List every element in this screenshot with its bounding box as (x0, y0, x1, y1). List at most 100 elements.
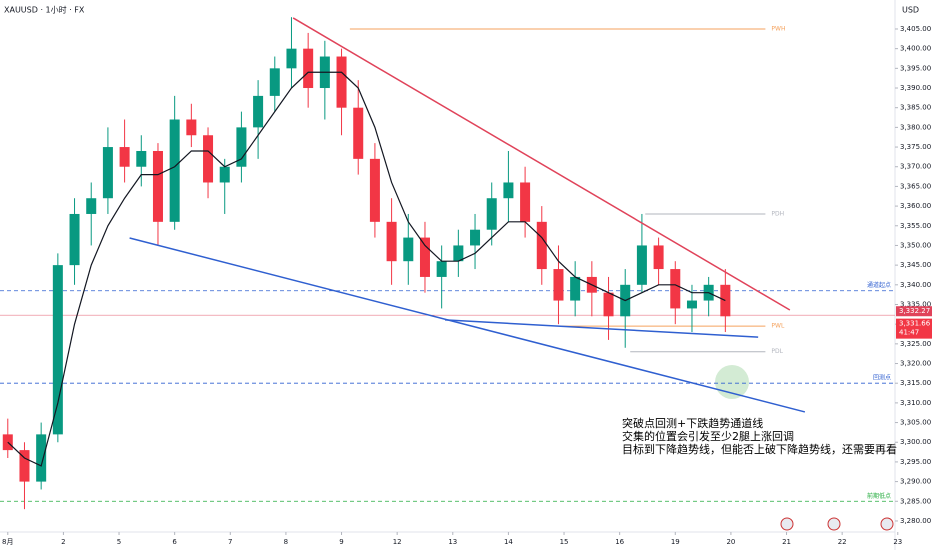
y-tick-label: 3,340.00 (900, 281, 931, 289)
price-tag-label: 3,331.66 (899, 320, 931, 328)
y-tick-label: 3,335.00 (900, 300, 931, 308)
countdown: 41:47 (899, 329, 919, 337)
candle-body (436, 261, 447, 277)
candle-body (386, 221, 397, 262)
candle-body (286, 48, 297, 69)
x-tick-label: 13 (448, 538, 457, 546)
x-tick-label: 21 (782, 538, 791, 546)
trendline (292, 17, 791, 311)
candle-body (536, 221, 547, 270)
x-tick-label: 12 (393, 538, 402, 546)
x-tick-label: 19 (671, 538, 680, 546)
candle-body (486, 198, 497, 230)
dashed-level-label: 前期低点 (867, 492, 891, 500)
candle-body (253, 95, 264, 128)
event-icon[interactable] (827, 517, 841, 531)
y-tick-label: 3,350.00 (900, 241, 931, 249)
annotation: 交集的位置会引发至少2腿上涨回调 (622, 429, 794, 443)
candle-body (119, 147, 130, 167)
price-tag (896, 318, 932, 339)
x-tick-label: 7 (228, 538, 232, 546)
y-tick-label: 3,400.00 (900, 45, 931, 53)
x-tick-label: 14 (504, 538, 513, 546)
y-tick-label: 3,345.00 (900, 261, 931, 269)
event-icon[interactable] (780, 517, 794, 531)
candle-body (686, 300, 697, 309)
event-icons (780, 517, 894, 531)
candle-body (102, 147, 113, 199)
x-tick-label: 20 (726, 538, 735, 546)
candle-body (136, 150, 147, 167)
annotation: 目标到下降趋势线，但能否上破下降趋势线，还需要再看 (622, 442, 897, 456)
y-tick-label: 3,290.00 (900, 478, 931, 486)
y-tick-label: 3,310.00 (900, 399, 931, 407)
y-tick-label: 3,305.00 (900, 419, 931, 427)
dashed-level-label: 回测点 (873, 374, 891, 382)
x-tick-label: 15 (560, 538, 569, 546)
candle-body (353, 107, 364, 159)
y-tick-label: 3,365.00 (900, 182, 931, 190)
candle-body (369, 158, 380, 222)
candle-body (86, 198, 97, 214)
candle-body (236, 127, 247, 167)
dashed-level-label: 通道起点 (867, 281, 891, 289)
x-tick-label: 5 (117, 538, 121, 546)
candle-body (336, 56, 347, 108)
y-tick-label: 3,380.00 (900, 123, 931, 131)
x-tick-label: 6 (172, 538, 177, 546)
x-tick-label: 8 (284, 538, 288, 546)
candle-body (653, 245, 664, 270)
candle-body (169, 119, 180, 222)
candle-body (303, 48, 314, 89)
y-tick-label: 3,285.00 (900, 497, 931, 505)
candle-body (553, 269, 564, 301)
y-tick-label: 3,370.00 (900, 163, 931, 171)
x-tick-label: 16 (615, 538, 624, 546)
y-tick-label: 3,295.00 (900, 458, 931, 466)
y-tick-label: 3,280.00 (900, 517, 931, 525)
candle-body (203, 135, 214, 183)
level-label: PWH (771, 25, 785, 32)
y-tick-label: 3,360.00 (900, 202, 931, 210)
level-label: PDH (771, 210, 784, 217)
candle-body (403, 237, 414, 262)
price-tag (896, 306, 932, 317)
y-tick-label: 3,325.00 (900, 340, 931, 348)
candle-body (453, 245, 464, 262)
candle-body (69, 213, 80, 266)
y-tick-label: 3,355.00 (900, 222, 931, 230)
level-label: PDL (771, 348, 783, 355)
x-tick-label: 23 (893, 538, 902, 546)
candle-body (720, 284, 731, 317)
candle-body (269, 68, 280, 96)
price-tag-label: 3,332.27 (899, 307, 930, 315)
event-icon[interactable] (880, 517, 894, 531)
candle-body (670, 269, 681, 309)
level-label: PWL (771, 323, 785, 330)
candle-body (470, 229, 481, 246)
y-tick-label: 3,405.00 (900, 25, 931, 33)
annotation: 突破点回测+下跌趋势通道线 (622, 416, 763, 430)
candle-body (636, 245, 647, 285)
candle-body (52, 265, 63, 435)
y-tick-label: 3,320.00 (900, 360, 931, 368)
candle-body (503, 182, 514, 199)
y-tick-label: 3,375.00 (900, 143, 931, 151)
candle-body (219, 166, 230, 183)
y-tick-label: 3,390.00 (900, 84, 931, 92)
candle-body (419, 237, 430, 277)
x-tick-label: 2 (61, 538, 65, 546)
y-tick-label: 3,300.00 (900, 438, 931, 446)
chart-title: XAUUSD · 1小时 · FX (4, 5, 85, 15)
x-tick-label: 8月 (2, 538, 13, 546)
y-tick-label: 3,395.00 (900, 64, 931, 72)
trendline (444, 319, 759, 338)
candle-body (186, 119, 197, 136)
trendline (129, 237, 806, 413)
candle-body (570, 276, 581, 301)
candle-body (152, 150, 163, 222)
candle-body (520, 182, 531, 222)
candle-body (603, 292, 614, 317)
moving-average (7, 71, 726, 467)
